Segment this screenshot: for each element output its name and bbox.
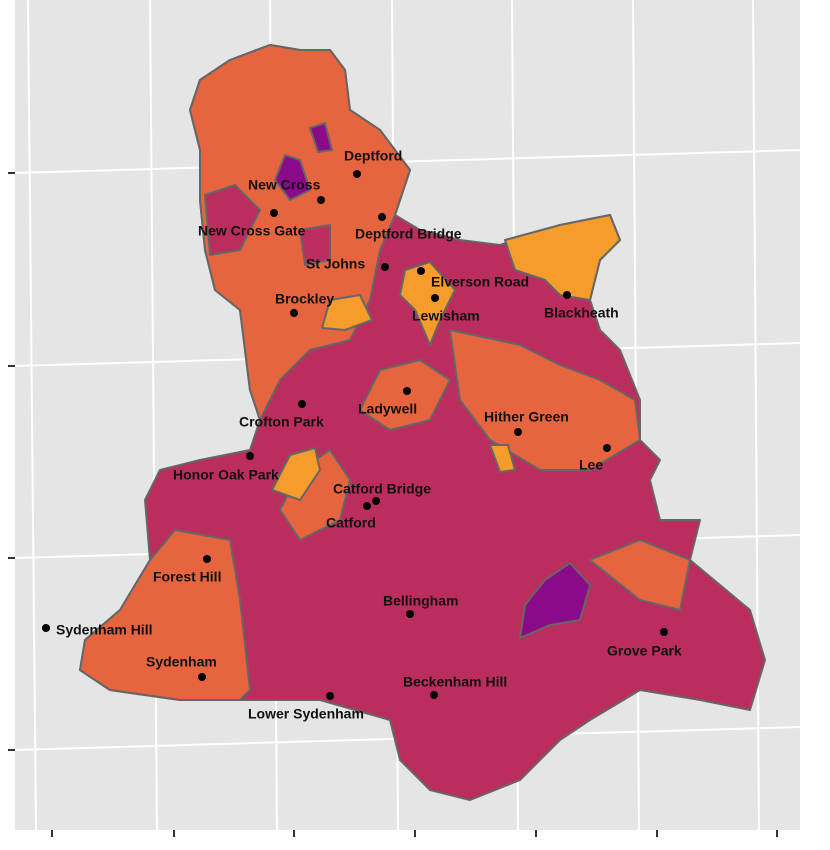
place-dot (431, 294, 439, 302)
place-label: Forest Hill (153, 569, 221, 585)
place-dot (430, 691, 438, 699)
place-labels: Deptford New Cross New Cross Gate Deptford … (42, 148, 682, 722)
place-dot (381, 263, 389, 271)
place-label: Honor Oak Park (173, 467, 279, 483)
place-dot (198, 673, 206, 681)
place-dot (270, 209, 278, 217)
place-dot (372, 497, 380, 505)
district (79, 529, 251, 701)
place-dot (317, 196, 325, 204)
district (309, 122, 333, 153)
district (274, 154, 311, 201)
place-dot (290, 309, 298, 317)
district (299, 224, 331, 266)
place-dot (42, 624, 50, 632)
place-dot (246, 452, 254, 460)
place-label: Grove Park (607, 643, 682, 659)
place-label: Blackheath (544, 305, 619, 321)
place-label: St Johns (306, 256, 365, 272)
place-dot (403, 387, 411, 395)
place-label: Beckenham Hill (403, 674, 507, 690)
district (519, 562, 591, 639)
district (449, 329, 641, 471)
place-label: New Cross (248, 177, 321, 193)
borough (79, 44, 766, 801)
place-dot (203, 555, 211, 563)
place-label: Elverson Road (431, 274, 529, 290)
place-label: Sydenham (146, 654, 217, 670)
place-label: Bellingham (383, 593, 458, 609)
district (504, 214, 621, 301)
place-label: Sydenham Hill (56, 622, 152, 638)
place-label: Catford Bridge (333, 481, 431, 497)
place-dot (514, 428, 522, 436)
place-dot (298, 400, 306, 408)
place-dot (417, 267, 425, 275)
place-label: Ladywell (358, 401, 417, 417)
place-label: Lower Sydenham (248, 706, 364, 722)
district (321, 294, 373, 331)
district (279, 449, 351, 541)
place-label: Catford (326, 515, 376, 531)
ticks (8, 172, 778, 837)
place-label: Lewisham (412, 308, 480, 324)
place-dot (563, 291, 571, 299)
place-dot (603, 444, 611, 452)
place-label: Hither Green (484, 409, 569, 425)
place-dot (353, 170, 361, 178)
district (399, 261, 456, 346)
place-dot (660, 628, 668, 636)
district (271, 447, 321, 501)
place-label: Deptford Bridge (355, 226, 462, 242)
place-dot (363, 502, 371, 510)
place-dot (378, 213, 386, 221)
place-dot (326, 692, 334, 700)
place-dot (406, 610, 414, 618)
place-label: New Cross Gate (198, 223, 306, 239)
district (359, 359, 451, 431)
place-label: Crofton Park (239, 414, 324, 430)
place-label: Deptford (344, 148, 402, 164)
district (204, 184, 261, 256)
district (589, 539, 691, 611)
place-label: Lee (579, 457, 603, 473)
place-label: Brockley (275, 291, 334, 307)
district (489, 444, 516, 473)
